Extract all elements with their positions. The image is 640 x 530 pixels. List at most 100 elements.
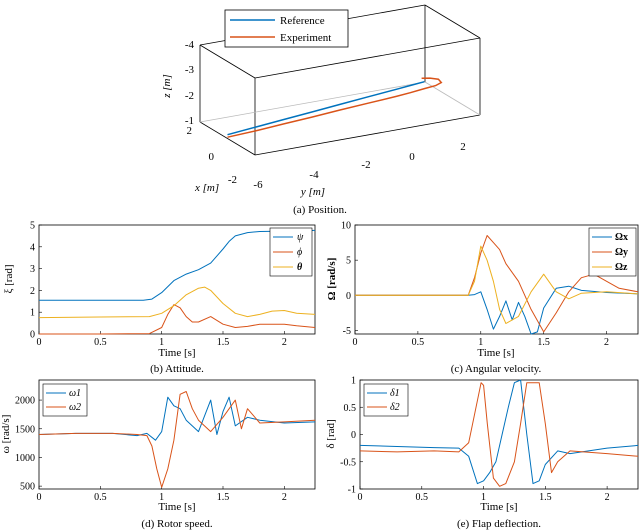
legend: δ1 δ2 <box>363 383 409 417</box>
y-tick: 2 <box>460 141 466 153</box>
y-tick: -6 <box>253 179 263 191</box>
legend-label: Reference <box>280 15 325 27</box>
series-line <box>355 245 639 324</box>
x-tick-label: 0.5 <box>94 492 107 503</box>
z-axis-label: z [m] <box>161 74 173 99</box>
x-tick-label: 1.5 <box>537 337 550 348</box>
series-line <box>227 80 425 136</box>
position-plot: -4 -3 -2 -1 z [m] 2 0 -2 x [m] -6 -4 -2 … <box>161 4 481 216</box>
x-tick-label: 0 <box>37 337 42 348</box>
y-tick-label: 2 <box>30 286 35 297</box>
x-tick-label: 1 <box>481 492 486 503</box>
y-tick-label: 1 <box>351 376 356 387</box>
legend-box <box>363 383 409 417</box>
legend-label: Ωz <box>615 262 628 273</box>
y-tick: -4 <box>309 169 319 181</box>
legend-label: ϕ <box>297 247 302 258</box>
legend: ψ ϕ θ <box>269 227 313 277</box>
legend-label: δ2 <box>390 402 400 413</box>
flap-deflection-plot: 0 0.5 1 1.5 2 -1 -0.5 0 0.5 1 Time [s] δ [rad] δ1… <box>325 376 639 530</box>
y-tick-label: 500 <box>20 482 35 493</box>
series-line <box>39 304 316 335</box>
x-tick-label: 2 <box>604 337 609 348</box>
series-line <box>227 77 443 138</box>
x-tick-label: 0.5 <box>412 337 425 348</box>
y-tick-label: 4 <box>30 242 35 253</box>
y-tick-label: -1 <box>348 485 356 496</box>
x-tick: 0 <box>209 151 215 163</box>
x-axis-label: Time [s] <box>480 501 517 513</box>
y-tick: -2 <box>361 159 370 171</box>
z-tick: -2 <box>185 90 194 102</box>
caption: (b) Attitude. <box>150 363 204 375</box>
box-edge <box>424 81 481 116</box>
caption: (c) Angular velocity. <box>451 363 542 375</box>
y-tick-label: 0 <box>351 430 356 441</box>
legend-label: ω1 <box>69 388 81 399</box>
y-axis-label: ω [rad/s] <box>0 415 12 454</box>
y-axis-label: ξ [rad] <box>3 264 15 293</box>
legend-label: ω2 <box>69 402 81 413</box>
y-tick-label: 3 <box>30 264 35 275</box>
caption: (e) Flap deflection. <box>457 518 541 530</box>
attitude-plot: 0 0.5 1 1.5 2 0 1 2 3 4 5 Time [s] ξ [rad] ψ ϕ θ (… <box>3 221 316 375</box>
legend-label: δ1 <box>390 388 400 399</box>
x-tick-label: 1 <box>159 337 164 348</box>
x-tick-label: 0 <box>358 492 363 503</box>
legend-label: ψ <box>297 232 304 243</box>
caption: (a) Position. <box>293 204 347 216</box>
y-tick-label: 1500 <box>15 424 35 435</box>
legend-box <box>42 383 88 417</box>
series-line <box>38 286 316 319</box>
x-tick-label: 1.5 <box>217 337 230 348</box>
rotor-speed-plot: 0 0.5 1 1.5 2 500 1000 1500 2000 Time [s] ω [rad… <box>0 379 316 530</box>
x-tick-label: 0 <box>37 492 42 503</box>
y-tick-label: 2000 <box>15 396 35 407</box>
y-axis-label: Ω [rad/s] <box>326 258 338 301</box>
x-tick-label: 1 <box>159 492 164 503</box>
z-tick: -4 <box>185 39 195 51</box>
y-tick-label: 0 <box>30 330 35 341</box>
series-line <box>38 391 316 488</box>
x-tick-label: 1.5 <box>539 492 552 503</box>
x-axis-label: Time [s] <box>158 501 195 513</box>
y-tick-label: 0.5 <box>344 403 357 414</box>
x-axis-label: Time [s] <box>477 347 514 359</box>
box-edge <box>199 44 256 79</box>
box-edge <box>254 114 481 156</box>
y-tick-label: 5 <box>30 221 35 232</box>
x-tick-label: 1 <box>478 337 483 348</box>
legend-label: Ωx <box>615 232 628 243</box>
y-tick: 0 <box>409 151 415 163</box>
y-tick-label: -0.5 <box>340 457 356 468</box>
y-tick-label: 0 <box>346 291 351 302</box>
box-edge <box>424 4 481 39</box>
series-line <box>39 229 316 301</box>
y-tick-label: -5 <box>343 326 351 337</box>
x-tick-label: 0.5 <box>94 337 107 348</box>
x-tick-label: 2 <box>282 492 287 503</box>
caption: (d) Rotor speed. <box>141 518 212 530</box>
y-tick-label: 1 <box>30 308 35 319</box>
z-tick: -1 <box>185 115 194 127</box>
x-tick-label: 0.5 <box>416 492 429 503</box>
x-tick-label: 0 <box>353 337 358 348</box>
x-tick: -2 <box>228 174 237 186</box>
legend: Reference Experiment <box>224 9 349 48</box>
legend-label: Experiment <box>280 32 331 44</box>
y-tick-label: 10 <box>341 221 351 232</box>
x-tick-label: 1.5 <box>217 492 230 503</box>
x-axis-label: Time [s] <box>158 347 195 359</box>
legend: Ωx Ωy Ωz <box>588 227 637 277</box>
x-tick: 2 <box>187 125 193 137</box>
series-line <box>359 382 639 487</box>
legend-label: Ωy <box>615 247 628 258</box>
legend-box <box>224 9 349 48</box>
box-edge <box>254 37 481 79</box>
box-edge <box>199 81 426 123</box>
x-tick-label: 2 <box>282 337 287 348</box>
plot-frame <box>38 224 316 335</box>
series-line <box>355 285 639 335</box>
